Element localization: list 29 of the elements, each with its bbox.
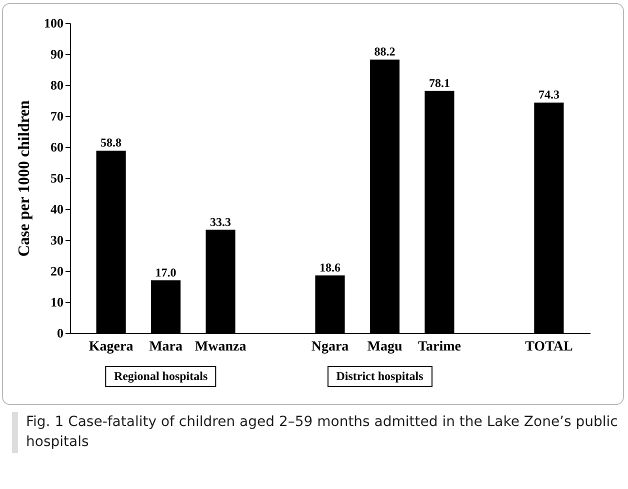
y-tick-label: 100 bbox=[44, 16, 64, 30]
caption: Fig. 1 Case-fatality of children aged 2–59 months admitted in the Lake Zone’s public hospitals bbox=[12, 412, 626, 453]
text: District hospitals bbox=[327, 366, 432, 387]
x-tick-label: TOTAL bbox=[525, 340, 573, 354]
y-tick-label: 50 bbox=[50, 170, 64, 186]
data-label: 17.0 bbox=[155, 265, 176, 280]
y-tick-label: 30 bbox=[50, 232, 64, 248]
x-tick-label: Tarime bbox=[418, 340, 461, 354]
x-tick-label: Kagera bbox=[88, 340, 134, 354]
x-tick-label: Magu bbox=[367, 340, 402, 354]
y-tick-label: 10 bbox=[50, 294, 64, 310]
y-tick-label: 20 bbox=[50, 264, 64, 278]
data-label: 18.6 bbox=[320, 260, 340, 274]
data-label: 88.2 bbox=[374, 44, 396, 59]
y-tick-label: 40 bbox=[50, 202, 64, 216]
data-label: 33.3 bbox=[210, 214, 232, 229]
text: Regional hospitals bbox=[104, 366, 217, 387]
data-label: 78.1 bbox=[428, 76, 450, 90]
y-tick-label: 90 bbox=[50, 46, 64, 62]
y-tick-label: 80 bbox=[50, 78, 64, 92]
data-label: 58.8 bbox=[100, 136, 122, 150]
y-tick-label: 0 bbox=[57, 326, 64, 340]
x-tick-label: Mara bbox=[149, 340, 183, 354]
x-tick-label: Ngara bbox=[311, 340, 349, 354]
data-label: 74.3 bbox=[538, 88, 560, 102]
y-axis-title: Case per 1000 children bbox=[16, 100, 33, 257]
y-tick-label: 60 bbox=[50, 140, 64, 154]
y-tick-label: 70 bbox=[50, 108, 64, 124]
x-tick-label: Mwanza bbox=[194, 340, 246, 354]
